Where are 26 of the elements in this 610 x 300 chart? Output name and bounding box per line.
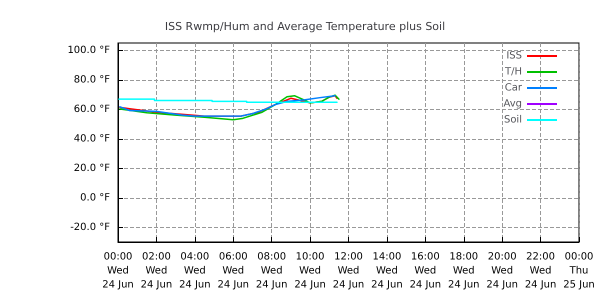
y-tick-label: 80.0 °F	[74, 74, 110, 86]
x-tick-label: 00:00 Thu 25 Jun	[563, 252, 595, 290]
x-tick-label: 10:00 Wed 24 Jun	[294, 252, 326, 290]
x-tick-label: 14:00 Wed 24 Jun	[371, 252, 403, 290]
x-tick-label: 00:00 Wed 24 Jun	[102, 252, 134, 290]
legend-label: T/H	[504, 66, 522, 78]
y-tick-label: 0.0 °F	[80, 192, 110, 204]
y-tick-label: -20.0 °F	[70, 222, 110, 233]
y-tick-label: 100.0 °F	[67, 44, 110, 56]
legend-label: Car	[504, 82, 523, 94]
x-tick-label: 18:00 Wed 24 Jun	[448, 252, 480, 290]
x-tick-label: 16:00 Wed 24 Jun	[410, 252, 442, 290]
x-tick-label: 22:00 Wed 24 Jun	[524, 252, 556, 290]
x-tick-label: 02:00 Wed 24 Jun	[140, 252, 172, 290]
x-tick-label: 08:00 Wed 24 Jun	[256, 252, 288, 290]
x-tick-label: 06:00 Wed 24 Jun	[217, 252, 250, 290]
x-tick-label: 12:00 Wed 24 Jun	[332, 252, 364, 290]
x-tick-label: 04:00 Wed 24 Jun	[179, 252, 211, 290]
legend-label: Soil	[504, 114, 522, 126]
y-tick-label: 20.0 °F	[74, 162, 110, 174]
x-tick-label: 20:00 Wed 24 Jun	[486, 252, 518, 290]
legend-label: Avg	[503, 98, 522, 110]
y-tick-label: 40.0 °F	[74, 133, 110, 144]
legend-label: ISS	[506, 50, 522, 62]
y-tick-label: 60.0 °F	[74, 104, 110, 115]
chart-title: ISS Rwmp/Hum and Average Temperature plus Soil	[164, 20, 446, 33]
